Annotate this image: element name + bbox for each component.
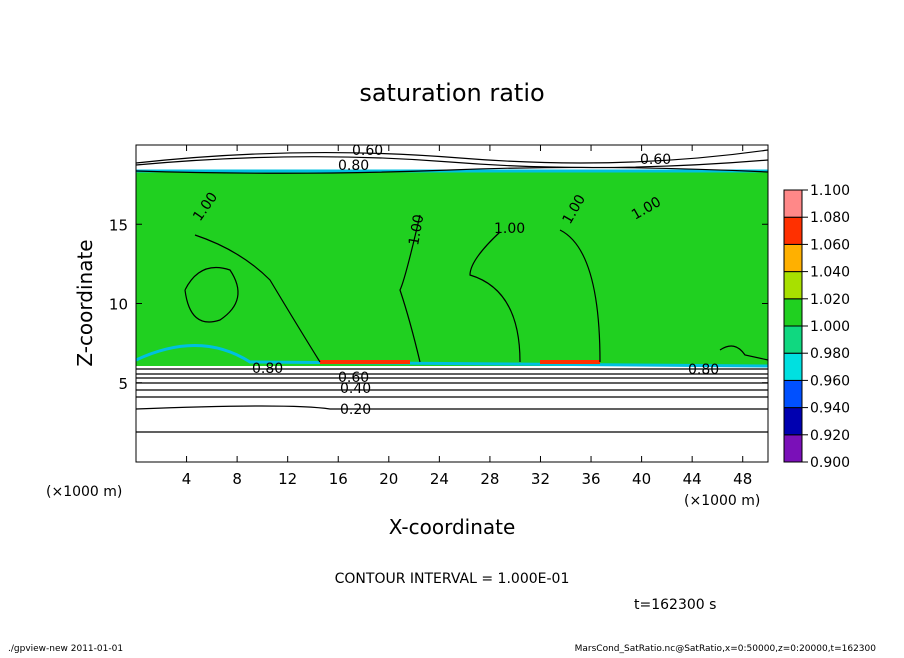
- contour-label: 0.40: [340, 381, 371, 397]
- colorbar-tick-label: 0.940: [810, 401, 850, 417]
- x-unit: (×1000 m): [684, 493, 760, 509]
- contour-label: 0.60: [338, 370, 369, 386]
- contour-label: 1.00: [406, 213, 427, 246]
- x-tick-label: 36: [581, 470, 600, 488]
- x-tick-label: 40: [632, 470, 651, 488]
- colorbar-cell: [783, 298, 803, 327]
- colorbar-tick-label: 1.060: [810, 237, 850, 253]
- colorbar-cell: [783, 189, 803, 218]
- x-axis-label: X-coordinate: [389, 515, 516, 539]
- contour-label: 1.00: [494, 221, 525, 237]
- colorbar-cell: [783, 434, 803, 463]
- colorbar-cell: [783, 243, 803, 273]
- colorbar-cell: [783, 216, 803, 245]
- x-unit: (×1000 m): [46, 484, 122, 500]
- x-tick-label: 32: [531, 470, 550, 488]
- x-tick-label: 4: [182, 470, 192, 488]
- field-edge: [135, 344, 769, 368]
- footer-right: MarsCond_SatRatio.nc@SatRatio,x=0:50000,…: [575, 644, 877, 654]
- colorbar-cell: [783, 407, 803, 436]
- contour-label: 0.20: [340, 402, 371, 418]
- contour-label: 0.60: [352, 143, 383, 159]
- y-tick-label: 15: [109, 216, 128, 234]
- colorbar-cell: [783, 379, 803, 409]
- x-tick-label: 16: [329, 470, 348, 488]
- colorbar-tick-label: 0.920: [810, 428, 850, 444]
- colorbar-tick-label: 1.020: [810, 292, 850, 308]
- colorbar-cell: [783, 325, 803, 354]
- contour-label: 0.80: [688, 362, 719, 378]
- y-axis-label: Z-coordinate: [73, 239, 97, 366]
- x-tick-label: 48: [733, 470, 752, 488]
- colorbar-tick-label: 1.000: [810, 319, 850, 335]
- contour-label: 0.80: [338, 158, 369, 174]
- contour-label: 0.60: [640, 152, 671, 168]
- y-tick-label: 10: [109, 296, 128, 314]
- colorbar-tick-label: 1.040: [810, 265, 850, 281]
- colorbar-tick-label: 0.900: [810, 455, 850, 471]
- x-tick-label: 20: [379, 470, 398, 488]
- contour-label: 0.80: [252, 361, 283, 377]
- colorbar-cell: [783, 352, 803, 381]
- x-tick-label: 12: [278, 470, 297, 488]
- field-hot: [540, 360, 600, 364]
- field: [136, 171, 768, 366]
- colorbar-tick-label: 0.960: [810, 373, 850, 389]
- colorbar-tick-label: 1.080: [810, 210, 850, 226]
- x-tick-label: 44: [683, 470, 702, 488]
- x-tick-label: 24: [430, 470, 449, 488]
- time-label: t=162300 s: [634, 597, 716, 613]
- contour-interval: CONTOUR INTERVAL = 1.000E-01: [335, 571, 570, 587]
- colorbar-cell: [783, 271, 803, 300]
- colorbar-tick-label: 0.980: [810, 346, 850, 362]
- contours: [135, 149, 769, 433]
- field-hot: [320, 360, 410, 364]
- chart-title: saturation ratio: [359, 79, 544, 107]
- x-tick-label: 28: [480, 470, 499, 488]
- y-tick-label: 5: [118, 375, 128, 393]
- colorbar-tick-label: 1.100: [810, 183, 850, 199]
- footer-left: ./gpview-new 2011-01-01: [8, 644, 123, 654]
- x-tick-label: 8: [232, 470, 242, 488]
